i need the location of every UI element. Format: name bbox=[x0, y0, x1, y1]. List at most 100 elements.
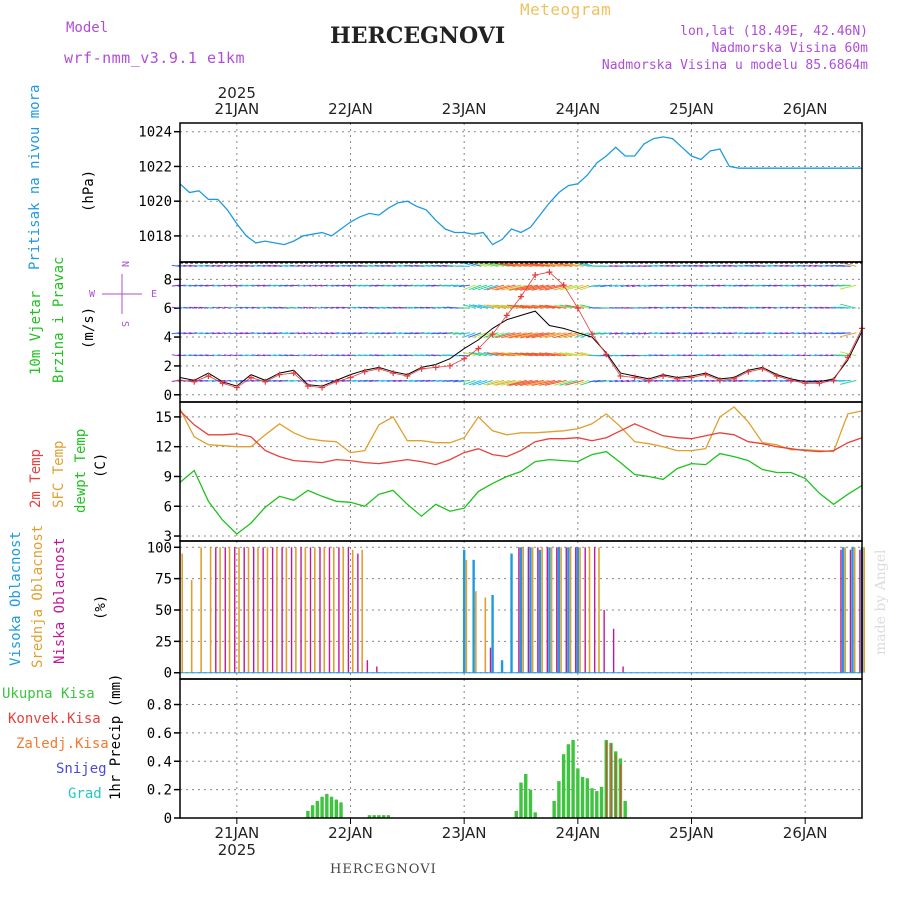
wind-barb-row3-708 bbox=[495, 304, 516, 309]
wind-barb-row1-1140 bbox=[711, 354, 720, 357]
wind-barb-row3-264 bbox=[297, 306, 306, 309]
wind-barb-row2-24 bbox=[183, 332, 192, 335]
wind-barb-row3-1368 bbox=[819, 306, 828, 309]
wind-barb-row4-852 bbox=[565, 284, 584, 291]
wind-barb-row0-1356 bbox=[814, 379, 823, 382]
wind-barb-row4-276 bbox=[303, 284, 311, 287]
xtick-top-3: 24JAN bbox=[555, 100, 600, 118]
wind-barb-row5-1176 bbox=[728, 264, 738, 267]
precip-conv-bar-32 bbox=[620, 764, 622, 818]
wind-barb-row5-300 bbox=[314, 264, 323, 267]
wind-barb-row5-672 bbox=[483, 262, 499, 267]
precip-total-bar-7 bbox=[339, 802, 343, 818]
wind-barb-row5-1272 bbox=[773, 264, 783, 267]
wind-barb-row5-684 bbox=[486, 262, 505, 267]
wind-barb-row0-1248 bbox=[762, 379, 772, 382]
wind-barb-row4-984 bbox=[638, 284, 647, 287]
wind-barb-row4-228 bbox=[278, 284, 289, 287]
wind-speed-point-11 bbox=[333, 378, 340, 385]
wind-barb-row3-792 bbox=[531, 304, 556, 309]
model-name: wrf-nmm_v3.9.1 e1km bbox=[64, 49, 246, 67]
legend-conv-precip: Konvek.Kisa bbox=[8, 711, 101, 727]
wind-barb-row2-348 bbox=[336, 332, 345, 335]
wind-barb-row0-1212 bbox=[744, 379, 755, 382]
precip-total-bar-14 bbox=[519, 782, 523, 818]
wind-barb-row5-288 bbox=[309, 264, 317, 267]
wind-barb-row3-1296 bbox=[785, 306, 794, 309]
year-top: 2025 bbox=[218, 84, 256, 102]
wind-barb-row0-1260 bbox=[767, 379, 777, 382]
wind-speed-point-10 bbox=[319, 384, 326, 391]
wind-barb-row1-372 bbox=[347, 354, 357, 357]
wind-barb-row3-48 bbox=[193, 306, 203, 309]
wind-barb-row2-240 bbox=[284, 332, 294, 335]
wind-barb-row3-480 bbox=[398, 306, 408, 309]
wind-barb-row5-84 bbox=[211, 264, 220, 267]
wind-speed-point-28 bbox=[574, 305, 581, 312]
wind-barb-row3-1020 bbox=[654, 306, 664, 309]
wind-barb-row5-108 bbox=[223, 264, 232, 267]
wind-barb-row4-648 bbox=[472, 284, 488, 291]
wind-barb-row5-1128 bbox=[705, 264, 715, 267]
wind-barb-row1-108 bbox=[223, 354, 232, 357]
ytick-label-pressure-0: 1018 bbox=[138, 229, 172, 245]
cloud-low-bar-37 bbox=[527, 547, 530, 673]
wind-barb-row5-552 bbox=[431, 264, 442, 267]
wind-barb-row3-1188 bbox=[733, 306, 743, 309]
wind-barb-row5-1212 bbox=[744, 264, 755, 267]
wind-speed-point-47 bbox=[844, 354, 851, 361]
wind-barb-row4-180 bbox=[257, 284, 266, 287]
wind-barb-row4-432 bbox=[374, 284, 385, 287]
wind-barb-row3-360 bbox=[341, 306, 351, 309]
cloud-mid-bar-18 bbox=[351, 549, 354, 673]
cloud-mid-bar-42 bbox=[579, 547, 581, 673]
dewpt-line bbox=[179, 450, 863, 535]
wind-barb-row3-636 bbox=[468, 304, 482, 309]
wind-barb-row5-780 bbox=[525, 262, 550, 267]
wind-barb-row2-1044 bbox=[665, 332, 675, 335]
wind-barb-row1-1272 bbox=[773, 354, 783, 357]
cloud-mid-bar-15 bbox=[323, 547, 326, 673]
wind-barb-row3-120 bbox=[229, 306, 237, 309]
wind-barb-row2-1056 bbox=[671, 332, 681, 335]
wind-barb-row2-252 bbox=[289, 332, 300, 335]
precip-total-bar-25 bbox=[585, 778, 590, 818]
wind-barb-row1-828 bbox=[553, 352, 573, 357]
wind-barb-row2-1212 bbox=[744, 332, 755, 335]
wind-barb-row1-1164 bbox=[722, 354, 732, 357]
wind-speed-point-40 bbox=[745, 368, 752, 375]
wind-barb-row2-108 bbox=[223, 332, 232, 335]
wind-barb-row5-828 bbox=[553, 262, 573, 267]
cloud-low-bar-12 bbox=[290, 547, 293, 673]
wind-barb-row1-852 bbox=[565, 352, 584, 357]
wind-speed-point-7 bbox=[276, 371, 283, 378]
wind-barb-row1-792 bbox=[531, 352, 556, 357]
wind-barb-row5-168 bbox=[251, 264, 260, 267]
wind-speed-point-27 bbox=[560, 282, 567, 289]
wind-barb-row0-312 bbox=[320, 379, 328, 382]
cloud-high-bar-40 bbox=[557, 547, 561, 673]
wind-barb-row4-960 bbox=[626, 284, 635, 287]
wind-barb-row4-504 bbox=[408, 284, 419, 287]
wind-barb-row0-624 bbox=[462, 379, 476, 386]
cloud-mid-bar-11 bbox=[285, 547, 288, 673]
wind-barb-row3-1080 bbox=[682, 306, 692, 309]
wind-barb-row0-696 bbox=[492, 379, 510, 386]
cloud-low-bar-20 bbox=[366, 660, 369, 673]
wind-barb-row2-936 bbox=[614, 332, 624, 335]
wind-barb-row2-408 bbox=[363, 332, 374, 335]
wind-barb-row2-732 bbox=[506, 332, 527, 339]
cloud-low-bar-71 bbox=[849, 549, 852, 673]
wind-barb-row3-1176 bbox=[728, 306, 738, 309]
precip-total-bar-0 bbox=[306, 810, 310, 818]
wind-barb-row4-36 bbox=[189, 284, 198, 287]
cloud-mid-bar-17 bbox=[342, 547, 345, 673]
wind-barb-row1-228 bbox=[278, 354, 289, 357]
wind-barb-row3-528 bbox=[419, 306, 431, 309]
wind-barb-row5-276 bbox=[303, 264, 311, 267]
cloud-mid-bar-8 bbox=[257, 547, 259, 673]
wind-barb-row4-996 bbox=[643, 284, 652, 287]
ytick-label-wind-1: 2 bbox=[164, 359, 172, 375]
wind-barb-row2-1296 bbox=[785, 332, 794, 335]
wind-barb-row0-480 bbox=[398, 379, 408, 382]
